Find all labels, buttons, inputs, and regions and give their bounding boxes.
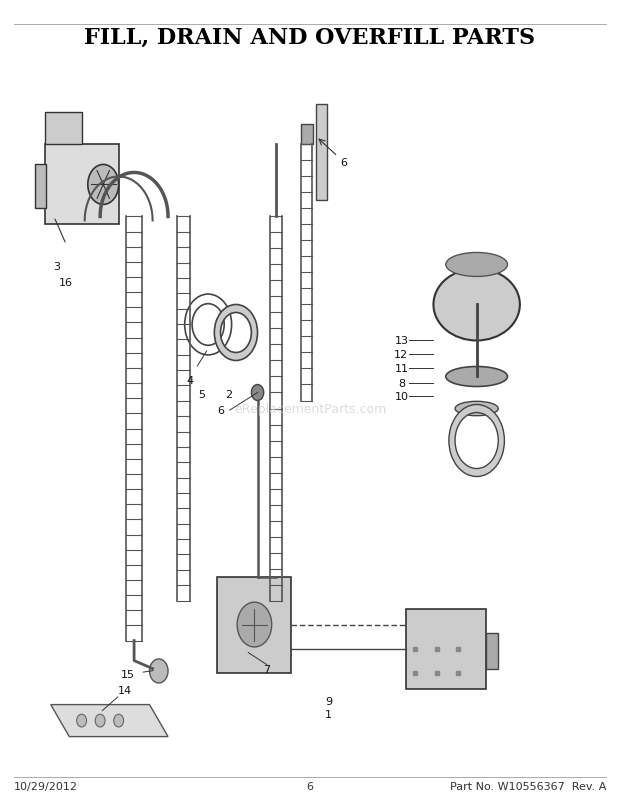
Circle shape [95, 715, 105, 727]
Text: 9: 9 [325, 695, 332, 706]
Circle shape [237, 602, 272, 647]
Text: 2: 2 [225, 390, 232, 399]
Bar [45, 145, 118, 225]
Text: 10: 10 [394, 392, 409, 402]
Bar [35, 165, 46, 209]
Ellipse shape [433, 269, 520, 341]
Ellipse shape [446, 253, 508, 277]
Text: eReplacementParts.com: eReplacementParts.com [234, 403, 386, 415]
Circle shape [77, 715, 87, 727]
Circle shape [88, 165, 118, 205]
Bar [486, 633, 498, 669]
Bar [301, 125, 313, 145]
Circle shape [113, 715, 123, 727]
Text: 11: 11 [394, 364, 409, 374]
Ellipse shape [446, 367, 508, 387]
Text: 8: 8 [398, 379, 405, 388]
Text: Part No. W10556367  Rev. A: Part No. W10556367 Rev. A [450, 781, 606, 792]
Text: 1: 1 [325, 709, 332, 719]
Text: FILL, DRAIN AND OVERFILL PARTS: FILL, DRAIN AND OVERFILL PARTS [84, 26, 536, 48]
Circle shape [251, 385, 264, 401]
Text: 6: 6 [340, 158, 347, 168]
Text: 15: 15 [121, 670, 135, 679]
Text: 3: 3 [53, 261, 60, 272]
Text: 7: 7 [264, 664, 270, 674]
Bar [45, 113, 82, 145]
Bar [218, 577, 291, 673]
Text: 12: 12 [394, 350, 409, 359]
Text: 5: 5 [198, 390, 205, 399]
Ellipse shape [455, 402, 498, 416]
Text: 6: 6 [217, 406, 224, 415]
Bar [316, 105, 327, 201]
Text: 16: 16 [58, 277, 73, 288]
Text: 13: 13 [394, 336, 409, 346]
Text: 10/29/2012: 10/29/2012 [14, 781, 78, 792]
Text: 14: 14 [118, 686, 132, 695]
Text: 4: 4 [186, 376, 193, 386]
Text: 6: 6 [306, 781, 314, 792]
Polygon shape [51, 705, 168, 737]
Bar [405, 609, 486, 689]
Circle shape [149, 659, 168, 683]
